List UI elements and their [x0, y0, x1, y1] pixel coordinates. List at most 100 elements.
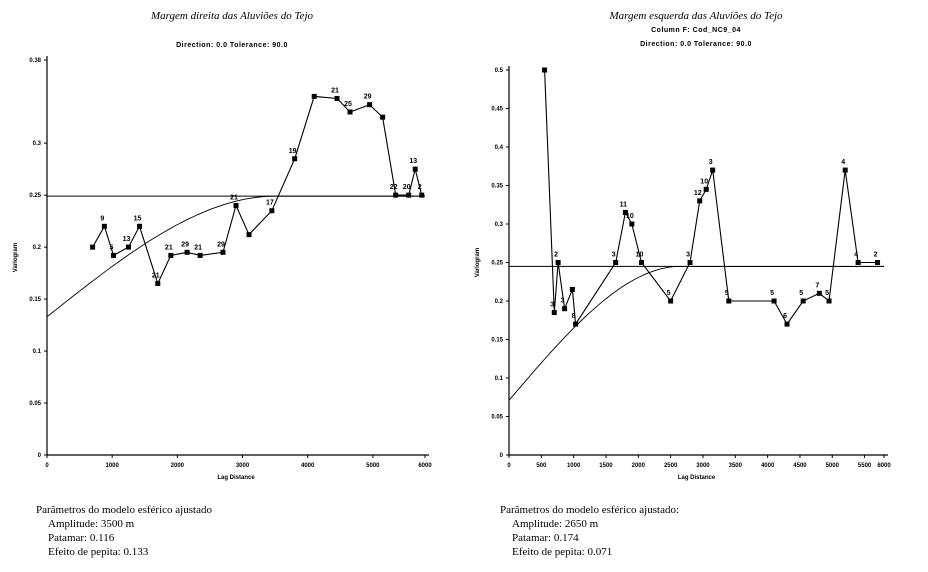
- pair-count-label: 3: [709, 159, 713, 166]
- data-point: [542, 67, 548, 73]
- x-tick-label: 2500: [664, 463, 678, 469]
- left-chart-title: Margem direita das Aluviões do Tejo: [150, 10, 314, 22]
- pair-count-label: 19: [289, 148, 297, 155]
- y-axis-label: Variogram: [13, 243, 19, 272]
- x-axis-label: Lag Distance: [217, 475, 255, 481]
- y-tick-label: 0: [500, 453, 504, 459]
- right-chart-subtitle-1: Column F: Cod_NC9_04: [651, 27, 741, 34]
- data-point: [726, 298, 732, 304]
- right-chart-plot: 0 500 1000 1500 2000 2500 3000 3500 4000 4500 5000…: [475, 66, 891, 481]
- data-point: [826, 298, 832, 304]
- data-point: [125, 244, 131, 250]
- x-tick-label: 5500: [858, 463, 872, 469]
- left-params-patamar: Patamar: 0.116: [48, 532, 115, 544]
- data-point: [347, 109, 353, 115]
- series-line: [92, 95, 423, 286]
- data-point: [419, 192, 425, 198]
- y-tick-label: 0.5: [495, 68, 504, 74]
- pair-count-label: 6: [783, 313, 787, 320]
- x-tick-label: 4500: [793, 463, 807, 469]
- y-tick-label: 0.4: [495, 145, 504, 151]
- pair-count-label: 15: [134, 215, 142, 222]
- data-point: [816, 290, 822, 296]
- x-tick-label: 0: [45, 463, 49, 469]
- left-model-params: Parâmetros do modelo esférico ajustado A…: [36, 503, 212, 559]
- data-point: [246, 232, 252, 238]
- data-point: [233, 203, 239, 209]
- pair-count-label: 4: [841, 159, 845, 166]
- y-tick-label: 0.05: [29, 401, 41, 407]
- pair-count-label: 29: [181, 241, 189, 248]
- pair-count-label: 3: [561, 298, 565, 305]
- data-point: [393, 192, 399, 198]
- y-tick-label: 0.38: [29, 58, 41, 64]
- pair-count-label: 11: [620, 201, 628, 208]
- y-tick-label: 0.15: [491, 338, 503, 344]
- pair-count-label: 10: [626, 213, 634, 220]
- data-point: [697, 198, 703, 204]
- spherical-model-curve: [508, 265, 884, 401]
- pair-count-label: 7: [815, 282, 819, 289]
- right-params-amplitude: Amplitude: 2650 m: [512, 518, 599, 530]
- y-tick-label: 0.1: [495, 376, 504, 382]
- data-point: [137, 223, 143, 229]
- pair-count-label: 5: [725, 290, 729, 297]
- pair-count-label: 13: [123, 236, 131, 243]
- right-chart-panel: Margem esquerda das Aluviões do Tejo Col…: [464, 0, 928, 572]
- x-tick-label: 4000: [761, 463, 775, 469]
- left-chart-plot: 0 1000 2000 3000 4000 5000 6000 0 0.05 0.1 0.15 0.2…: [13, 56, 432, 481]
- y-axis-label: Variogram: [475, 248, 481, 277]
- data-point: [184, 249, 190, 255]
- series-line: [544, 69, 878, 326]
- data-point: [800, 298, 806, 304]
- pair-count-label: 3: [612, 252, 616, 259]
- data-point: [168, 252, 174, 258]
- y-tick-label: 0.1: [33, 349, 42, 355]
- x-tick-label: 500: [536, 463, 547, 469]
- data-point: [311, 93, 317, 99]
- x-tick-label: 1000: [567, 463, 581, 469]
- x-tick-label: 3000: [696, 463, 710, 469]
- right-params-heading: Parâmetros do modelo esférico ajustado:: [500, 504, 680, 516]
- pair-count-label: 5: [825, 290, 829, 297]
- data-point: [110, 252, 116, 258]
- y-tick-label: 0.25: [491, 261, 503, 267]
- pair-count-label: 5: [770, 290, 774, 297]
- y-tick-label: 0.2: [33, 245, 42, 251]
- pair-count-label: 13: [409, 158, 417, 165]
- pair-count-label: 21: [194, 244, 202, 251]
- data-point: [292, 156, 298, 162]
- data-point: [380, 114, 386, 120]
- data-point: [639, 260, 645, 265]
- pair-count-label: 12: [694, 190, 702, 197]
- pair-count-label: 5: [799, 290, 803, 297]
- right-model-params: Parâmetros do modelo esférico ajustado: …: [500, 503, 679, 559]
- data-point: [555, 260, 561, 265]
- data-point: [155, 280, 161, 286]
- data-point: [562, 306, 568, 312]
- pair-count-label: 5: [667, 290, 671, 297]
- data-point: [710, 167, 716, 173]
- pair-count-label: 21: [331, 87, 339, 94]
- pair-count-label: 2: [554, 252, 558, 259]
- left-params-heading: Parâmetros do modelo esférico ajustado: [36, 504, 212, 516]
- data-point: [703, 186, 709, 192]
- pair-count-label: 25: [344, 101, 352, 108]
- y-tick-label: 0.3: [495, 222, 504, 228]
- pair-count-label: 21: [230, 195, 238, 202]
- data-point: [334, 95, 340, 101]
- data-point: [90, 244, 96, 250]
- y-tick-label: 0.15: [29, 297, 41, 303]
- pair-count-label: 3: [550, 302, 554, 309]
- data-point: [220, 249, 226, 255]
- data-point: [668, 298, 674, 304]
- x-tick-label: 2000: [632, 463, 646, 469]
- data-point: [197, 252, 203, 258]
- x-tick-label: 0: [507, 463, 511, 469]
- pair-count-label: 10: [700, 178, 708, 185]
- x-tick-label: 2000: [171, 463, 185, 469]
- left-chart-panel: Margem direita das Aluviões do Tejo Dire…: [13, 10, 432, 559]
- right-chart-subtitle-2: Direction: 0.0 Tolerance: 90.0: [640, 41, 752, 48]
- data-point: [687, 260, 693, 265]
- data-point: [842, 167, 848, 173]
